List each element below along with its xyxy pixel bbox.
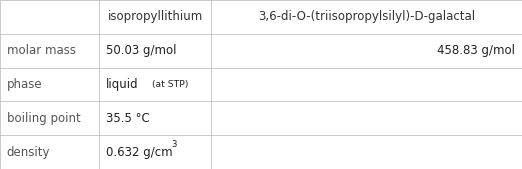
Text: 0.632 g/cm: 0.632 g/cm [106,146,173,159]
Text: 50.03 g/mol: 50.03 g/mol [106,44,176,57]
Text: phase: phase [7,78,42,91]
Text: liquid: liquid [106,78,139,91]
Text: boiling point: boiling point [7,112,80,125]
Text: isopropyllithium: isopropyllithium [108,10,203,23]
Text: 3,6-di-O-(triisopropylsilyl)-D-galactal: 3,6-di-O-(triisopropylsilyl)-D-galactal [258,10,475,23]
Text: (at STP): (at STP) [149,80,188,89]
Text: density: density [7,146,50,159]
Text: 458.83 g/mol: 458.83 g/mol [437,44,515,57]
Text: 35.5 °C: 35.5 °C [106,112,150,125]
Text: molar mass: molar mass [7,44,76,57]
Text: 3: 3 [171,140,176,149]
